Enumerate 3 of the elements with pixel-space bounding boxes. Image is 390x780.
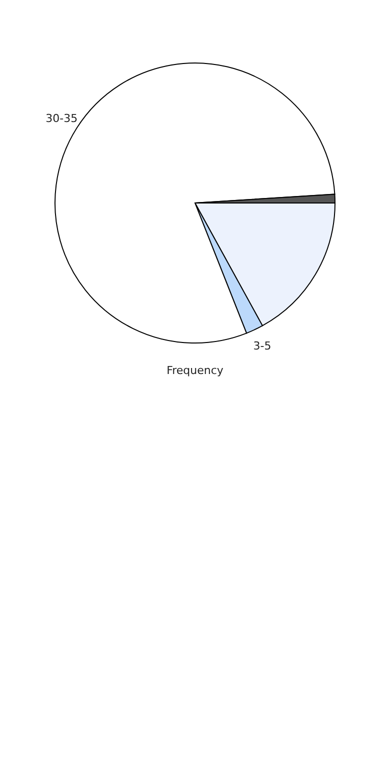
slice-label: 30-35 bbox=[46, 112, 78, 125]
text: Frequency bbox=[166, 364, 224, 377]
slice-label: 3-5 bbox=[253, 339, 272, 352]
